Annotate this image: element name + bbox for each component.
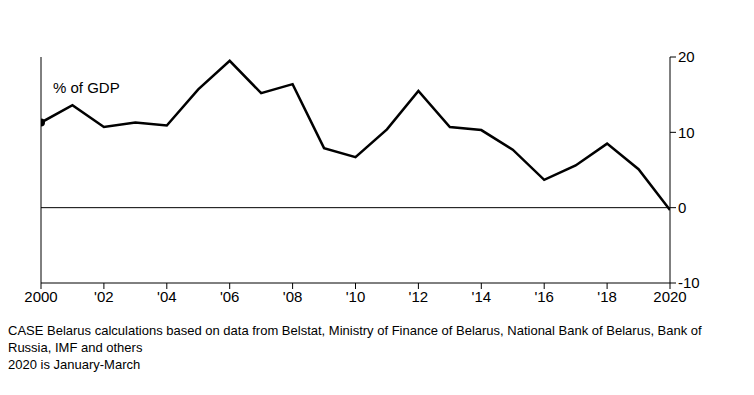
- svg-text:'16: '16: [534, 288, 554, 305]
- svg-text:'08: '08: [283, 288, 303, 305]
- svg-text:2000: 2000: [24, 288, 57, 305]
- svg-text:10: 10: [678, 124, 695, 141]
- html-text:CASE Belarus calculations base: CASE Belarus calculations based on data …: [8, 323, 702, 355]
- svg-text:2020: 2020: [653, 287, 687, 305]
- html-text:2020 is January-March: 2020 is January-March: [8, 357, 141, 372]
- svg-text:0: 0: [678, 199, 686, 216]
- svg-text:'18: '18: [597, 288, 617, 305]
- svg-text:% of GDP: % of GDP: [53, 79, 120, 96]
- svg-text:'04: '04: [157, 288, 177, 305]
- svg-text:20: 20: [678, 48, 695, 65]
- svg-text:'06: '06: [220, 288, 240, 305]
- svg-text:-10: -10: [678, 274, 700, 291]
- svg-text:'10: '10: [346, 288, 366, 305]
- svg-text:'02: '02: [94, 288, 114, 305]
- svg-text:'12: '12: [409, 288, 429, 305]
- svg-text:'14: '14: [472, 288, 492, 305]
